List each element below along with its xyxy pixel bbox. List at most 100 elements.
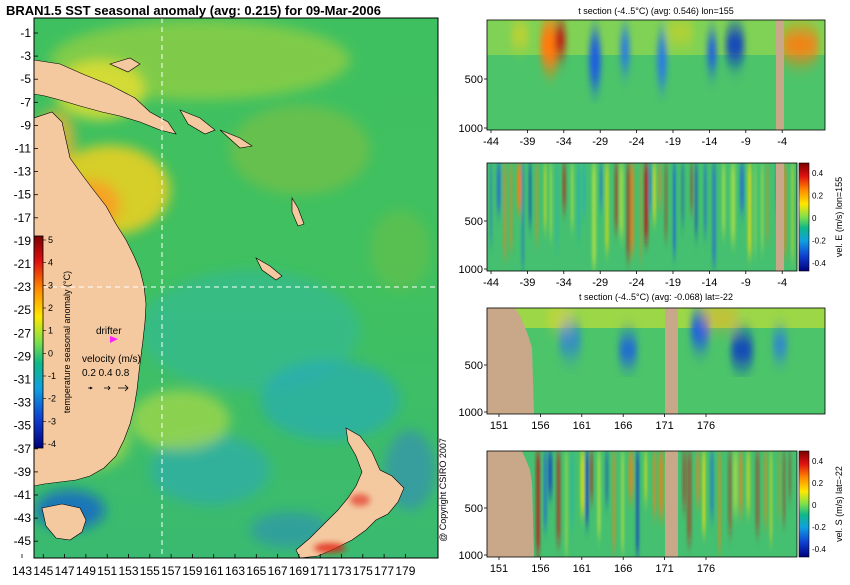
- section-x-tick: -9: [741, 277, 751, 289]
- section-x-tick: -29: [592, 277, 608, 289]
- map-lat-tick: -11: [15, 142, 32, 156]
- copyright-note: @ Copyright CSIRO 2007: [438, 438, 448, 542]
- section-x-tick: -14: [701, 277, 717, 289]
- section-x-tick: -39: [519, 277, 535, 289]
- section-x-tick: 156: [531, 563, 549, 575]
- map-lat-tick: -35: [14, 419, 32, 433]
- vel-south-colorbar: [798, 450, 810, 558]
- velocity-colorbar-tick: 0: [812, 214, 817, 223]
- map-lon-tick: 149: [76, 564, 96, 578]
- colorbar-tick: 3: [48, 280, 53, 290]
- depth-tick: 500: [465, 74, 483, 86]
- section-x-tick: 166: [614, 420, 632, 432]
- velocity-legend-scale: 0.2 0.4 0.8: [82, 368, 130, 379]
- section-x-tick: 176: [697, 563, 715, 575]
- map-lon-tick: 155: [140, 564, 160, 578]
- panel-side-label-vel-east: vel. E (m/s) lon=155: [834, 177, 844, 257]
- map-lon-tick: 173: [331, 564, 351, 578]
- colorbar-tick: 2: [48, 303, 53, 313]
- panel-3-axes: 500 1000 151 156 161 166 171 176 0.4 0.2 0 -0.2 -0.4: [459, 457, 827, 575]
- drifter-marker-icon: [110, 336, 118, 343]
- depth-tick: 1000: [459, 264, 483, 276]
- section-x-tick: -29: [592, 136, 608, 148]
- map-longitude-ticks: 143 145 147 149 151 153 155 157 159 161 163 165 167 1…: [12, 554, 416, 578]
- depth-tick: 500: [465, 216, 483, 228]
- vel-east-colorbar: [798, 162, 810, 272]
- map-lat-tick: -15: [14, 188, 32, 202]
- colorbar-tick: 4: [48, 258, 53, 268]
- velocity-colorbar-tick: -0.4: [812, 545, 826, 554]
- map-latitude-ticks: -1 -3 -5 -7 -9 -11 -13 -15 -17 -19 -21 -23 -25 -27 -29…: [14, 26, 38, 548]
- map-lon-tick: 163: [225, 564, 245, 578]
- map-lon-tick: 179: [395, 564, 415, 578]
- panel-0-axes: 500 1000-44 -39 -34 -29 -24 -19 -14 -9 -4: [459, 74, 788, 148]
- section-x-tick: -4: [777, 277, 787, 289]
- section-x-tick: -34: [556, 277, 572, 289]
- vel-east-section-lon155: [487, 163, 797, 271]
- vel-south-section-lat22: [487, 451, 797, 557]
- map-lon-tick: 151: [97, 564, 117, 578]
- panel-title-temp-lon: t section (-4..5°C) (avg: 0.546) lon=155: [578, 6, 733, 16]
- velocity-colorbar-tick: -0.2: [812, 523, 826, 532]
- tasmania-land: [41, 503, 87, 541]
- map-lat-tick: -13: [14, 165, 32, 179]
- map-lon-tick: 167: [268, 564, 288, 578]
- section-x-tick: 161: [573, 420, 591, 432]
- map-lat-tick: -19: [14, 234, 32, 248]
- map-lat-tick: -17: [14, 211, 32, 225]
- map-lon-tick: 153: [118, 564, 138, 578]
- map-lon-tick: 143: [12, 564, 32, 578]
- velocity-arrows-icon: [88, 384, 129, 392]
- depth-tick: 1000: [459, 407, 483, 419]
- section-x-tick: -4: [777, 136, 787, 148]
- colorbar-tick: -3: [48, 416, 56, 426]
- map-title: BRAN1.5 SST seasonal anomaly (avg: 0.215…: [6, 3, 381, 18]
- colorbar-tick: 0: [48, 348, 53, 358]
- depth-tick: 500: [465, 360, 483, 372]
- section-x-tick: 161: [573, 563, 591, 575]
- map-lat-tick: -29: [14, 349, 32, 363]
- section-x-tick: 151: [490, 420, 508, 432]
- section-x-tick: 166: [614, 563, 632, 575]
- temperature-colorbar: [33, 235, 44, 449]
- temp-section-lon155: [487, 20, 825, 130]
- map-lat-tick: -9: [20, 118, 31, 132]
- map-lon-tick: 145: [33, 564, 53, 578]
- temp-section-lat22: [487, 308, 825, 414]
- map-lon-tick: 171: [310, 564, 330, 578]
- section-x-tick: 176: [697, 420, 715, 432]
- velocity-colorbar-tick: 0.4: [812, 169, 824, 178]
- colorbar-tick: -4: [48, 439, 56, 449]
- map-lat-tick: -39: [14, 465, 32, 479]
- map-lon-tick: 169: [289, 564, 309, 578]
- depth-tick: 1000: [459, 550, 483, 562]
- section-x-tick: 171: [655, 563, 673, 575]
- section-x-tick: -39: [519, 136, 535, 148]
- panel-1-axes: 500 1000-44 -39 -34 -29 -24 -19 -14 -9 -4 0.4 0.2 0 -…: [459, 169, 827, 289]
- map-lon-tick: 147: [55, 564, 75, 578]
- map-lat-tick: -37: [14, 442, 32, 456]
- drifter-label: drifter: [96, 326, 122, 337]
- colorbar-tick: -2: [48, 394, 56, 404]
- section-x-tick: 156: [531, 420, 549, 432]
- map-lon-tick: 177: [374, 564, 394, 578]
- map-lat-tick: -3: [20, 49, 31, 63]
- colorbar-tick: 1: [48, 326, 53, 336]
- panel-2-axes: 500 1000 151 156 161 166 171 176: [459, 360, 716, 432]
- colorbar-label: temperature seasonal anomaly (°C): [62, 271, 72, 413]
- sst-anomaly-map: [34, 18, 438, 558]
- map-lat-tick: -33: [14, 396, 32, 410]
- map-lon-tick: 157: [161, 564, 181, 578]
- section-x-tick: -44: [483, 136, 499, 148]
- map-lat-tick: -25: [14, 303, 32, 317]
- panel-side-label-vel-south: vel. S (m/s) lat=-22: [834, 466, 844, 542]
- map-lat-tick: -43: [14, 511, 32, 525]
- map-lat-tick: -21: [14, 257, 32, 271]
- colorbar-tick: 5: [48, 235, 53, 245]
- map-lat-tick: -23: [14, 280, 32, 294]
- section-x-tick: -34: [556, 136, 572, 148]
- velocity-colorbar-tick: -0.4: [812, 259, 826, 268]
- velocity-colorbar-tick: 0.4: [812, 457, 824, 466]
